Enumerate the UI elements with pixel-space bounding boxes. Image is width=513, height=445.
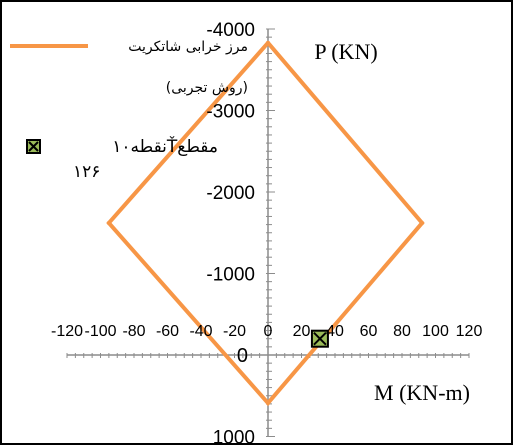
legend-label: (روش تجربی) [166,80,248,96]
series-layer [106,40,425,407]
series-line-vertex [266,40,270,45]
tick-marks [66,28,470,437]
tick-labels: -120 -100 -80 -60 -40 -20 0 20 40 60 80 100 120 -4000… [51,20,482,445]
x-tick-label: -20 [223,323,246,340]
data-point-section-126 [310,329,329,348]
series-line-vertex [420,220,425,225]
x-tick-label: -60 [156,323,179,340]
x-tick-label: -80 [122,323,145,340]
x-tick-label: 20 [293,323,311,340]
x-axis-title: M (KN-m) [374,380,470,405]
x-tick-label: 80 [393,323,411,340]
x-tick-label: 120 [456,323,483,340]
y-tick-label: -1000 [206,265,255,286]
y-tick-label: -3000 [206,102,255,123]
x-tick-label: -40 [189,323,212,340]
legend-label: ۱۲۶ [73,162,100,182]
y-tick-label: 0 [237,345,248,367]
legend-label: مرز خرابی شاتکریت [128,39,248,55]
series-line-vertex [266,401,270,406]
y-tick-label: 1000 [213,428,255,445]
x-tick-label: 60 [360,323,378,340]
x-tick-label: 0 [264,323,273,340]
x-tick-label: 100 [422,323,449,340]
y-tick-label: -2000 [206,183,255,204]
x-tick-label: 40 [326,323,344,340]
legend-label: نقطه۱۰Ťمقطع [112,135,218,157]
x-tick-label: -120 [51,323,83,340]
series-line-vertex [106,220,111,225]
y-axis-title: P (KN) [314,39,377,64]
legend-swatch-marker [26,139,41,154]
y-tick-label: -4000 [206,20,255,41]
legend: مرز خرابی شاتکریت (روش تجربی) نقطه۱۰Ťمقطع ۱… [10,39,248,182]
x-tick-label: -100 [84,323,116,340]
